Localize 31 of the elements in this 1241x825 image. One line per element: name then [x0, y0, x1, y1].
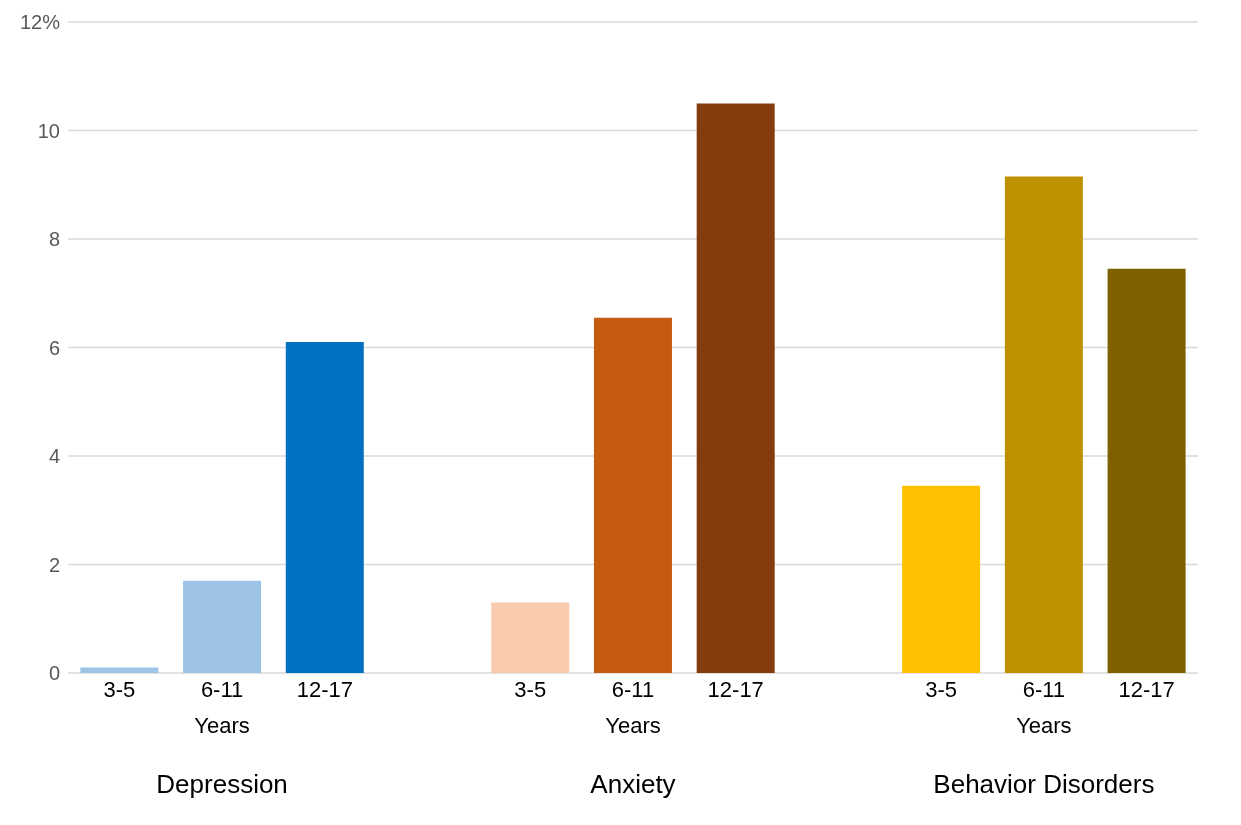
x-tick-label: 12-17	[296, 676, 353, 702]
bar	[902, 485, 981, 673]
x-tick-label: 6-11	[200, 676, 244, 702]
bar	[696, 103, 775, 673]
y-tick-label: 8	[48, 228, 60, 251]
bar	[285, 342, 364, 673]
y-tick-label: 10	[37, 119, 60, 142]
text: Behavior Disorders	[932, 769, 1156, 800]
x-tick-label: 12-17	[707, 676, 764, 702]
x-tick-label: 3-5	[514, 676, 547, 702]
x-tick-label: 3-5	[103, 676, 136, 702]
bar	[183, 580, 262, 673]
y-tick-label: 0	[48, 662, 60, 685]
bar	[491, 602, 570, 673]
bar	[1004, 176, 1083, 673]
text: Anxiety	[589, 769, 677, 800]
y-tick-label: 12%	[19, 11, 61, 34]
text: Years	[1015, 713, 1073, 739]
x-tick-label: 6-11	[1022, 676, 1066, 702]
text: Depression	[155, 769, 289, 800]
y-tick-label: 2	[48, 553, 60, 576]
x-tick-label: 12-17	[1118, 676, 1175, 702]
x-tick-label: 3-5	[925, 676, 958, 702]
y-tick-label: 4	[48, 445, 60, 468]
bar	[1107, 268, 1186, 673]
x-tick-label: 6-11	[611, 676, 655, 702]
text: Years	[604, 713, 662, 739]
bar	[593, 317, 672, 673]
y-tick-label: 6	[48, 336, 60, 359]
text: Years	[193, 713, 251, 739]
bar	[80, 667, 159, 673]
